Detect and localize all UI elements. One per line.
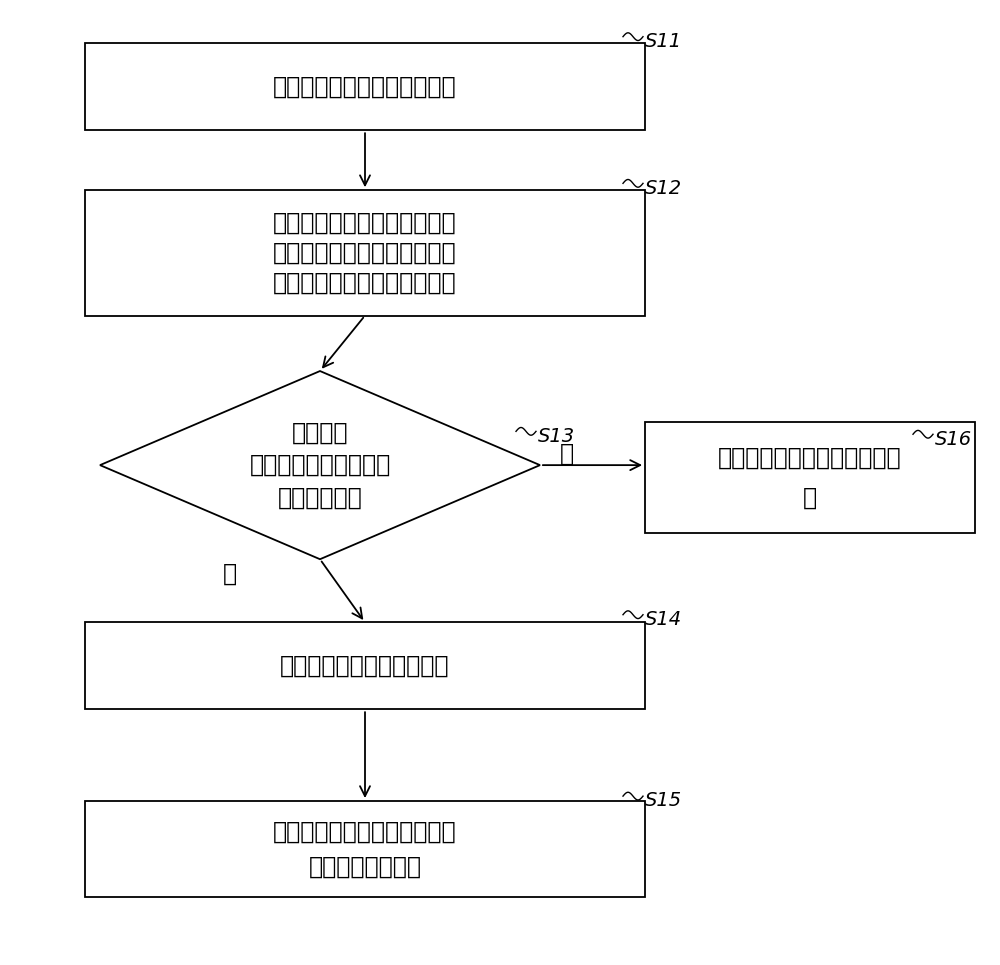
Text: 中的安装环境配置工具，配置: 中的安装环境配置工具，配置: [273, 241, 457, 264]
Bar: [645, 423, 975, 533]
Text: 利用安装: 利用安装: [292, 421, 348, 445]
Bar: [85, 43, 645, 130]
Text: 利用安装命令和中间件安装包: 利用安装命令和中间件安装包: [273, 210, 457, 234]
Text: 否: 否: [560, 442, 574, 465]
Text: S16: S16: [935, 429, 972, 449]
Text: S13: S13: [538, 427, 575, 446]
Text: S14: S14: [645, 610, 682, 629]
Text: 件: 件: [803, 485, 817, 510]
Text: S12: S12: [645, 179, 682, 198]
Text: 获取本地中间件的版本信息: 获取本地中间件的版本信息: [280, 654, 450, 677]
Text: ，更新本地中间件: ，更新本地中间件: [308, 855, 422, 878]
Bar: [85, 801, 645, 897]
Bar: [85, 622, 645, 709]
Text: 利用中间件安装包，安装中间: 利用中间件安装包，安装中间: [718, 446, 902, 470]
Text: 安装环境，得到安装环境信息: 安装环境，得到安装环境信息: [273, 271, 457, 295]
Text: 环境信息，判断本地是: 环境信息，判断本地是: [249, 454, 391, 477]
Text: S11: S11: [645, 32, 682, 51]
Text: 接收中间件安装包和安装命令: 接收中间件安装包和安装命令: [273, 75, 457, 98]
Text: 否安装中间件: 否安装中间件: [278, 485, 362, 510]
Text: 利用版本信息和中间件安装包: 利用版本信息和中间件安装包: [273, 820, 457, 843]
Text: 是: 是: [223, 563, 237, 586]
Text: S15: S15: [645, 791, 682, 811]
Polygon shape: [100, 371, 540, 560]
Bar: [85, 190, 645, 316]
